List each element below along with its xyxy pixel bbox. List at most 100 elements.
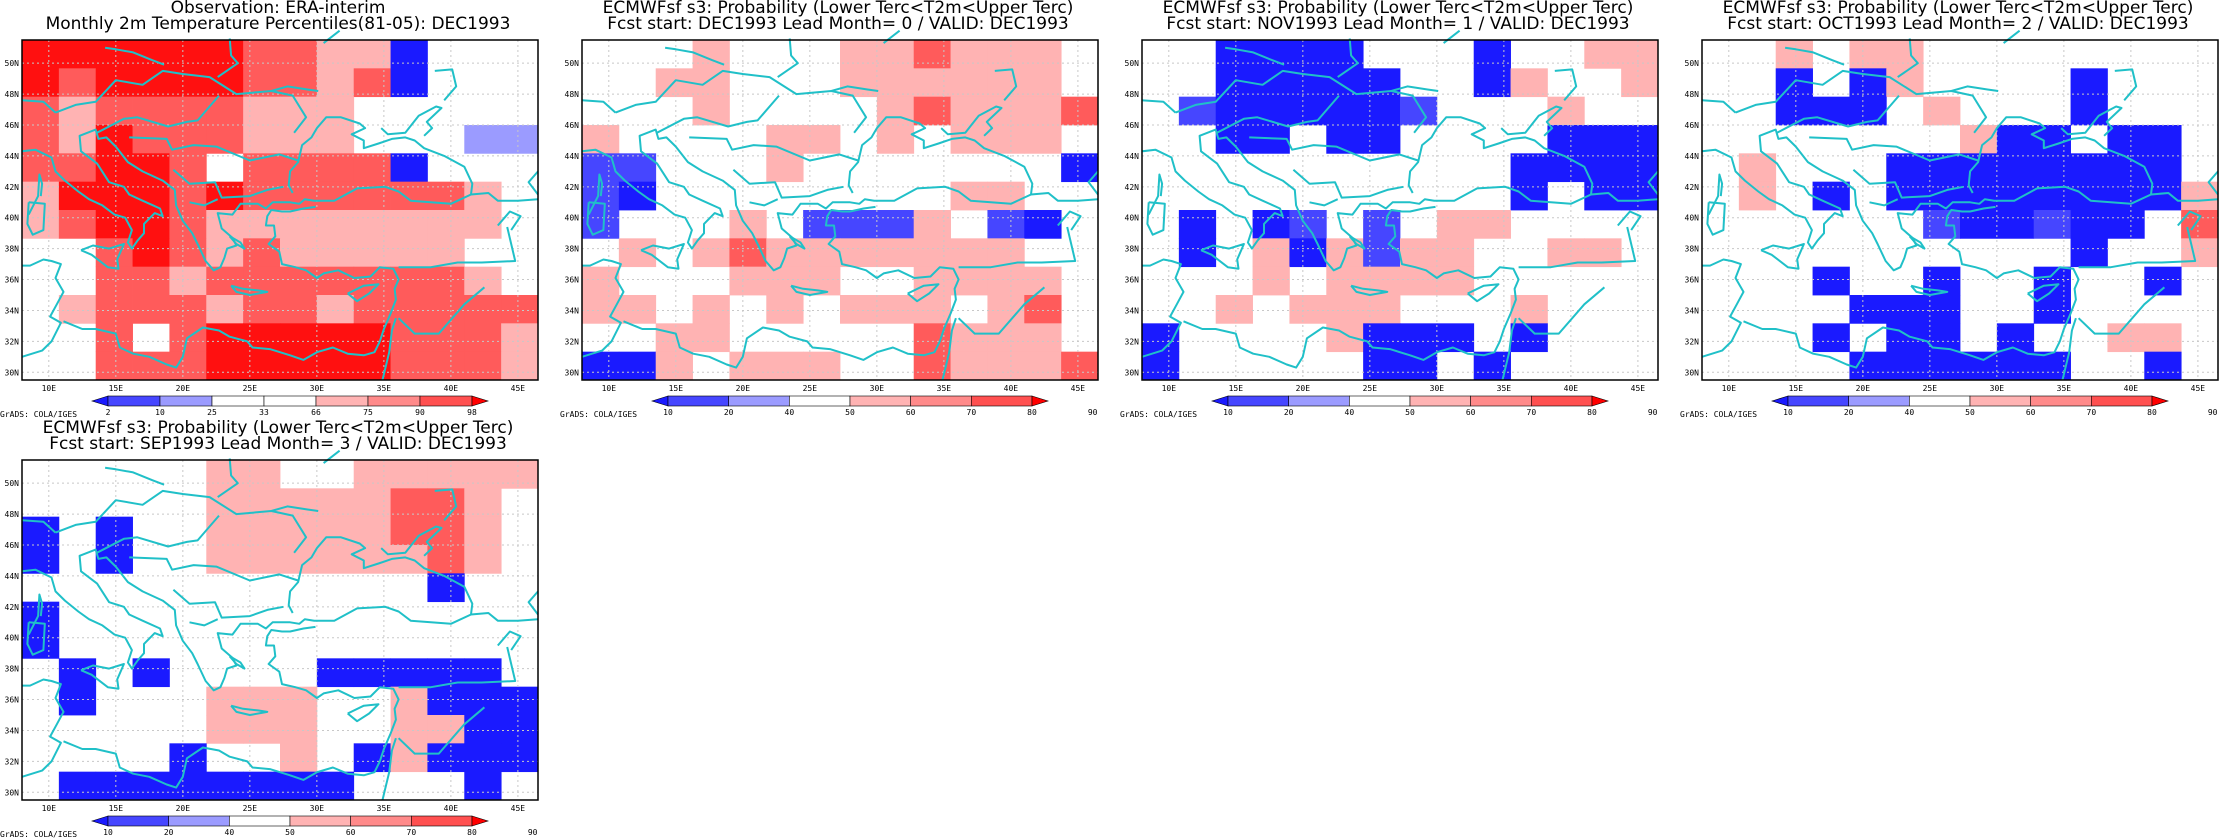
grid-cell: [1775, 40, 1813, 69]
grid-cell: [1738, 181, 1777, 211]
grid-cell: [913, 210, 951, 239]
colorbar-bin: [159, 395, 213, 407]
colorbar-bin: [263, 395, 317, 407]
grid-cell: [280, 210, 318, 239]
grid-cell: [427, 323, 465, 353]
coastlines: [1701, 29, 2219, 381]
colorbar-bin: [411, 815, 473, 827]
colorbar-tick-label: 66: [311, 408, 321, 417]
grid-cell: [2181, 238, 2219, 268]
coastline-path: [615, 69, 868, 134]
grid-cell: [95, 153, 133, 183]
coastline-path: [1350, 284, 1389, 296]
grid-cell: [950, 238, 988, 268]
lon-tick-label: 20E: [1856, 384, 1871, 393]
lon-tick-label: 35E: [937, 384, 952, 393]
lat-tick-label: 32N: [1685, 337, 1700, 346]
lat-tick-label: 42N: [1125, 183, 1140, 192]
grid-cell: [2070, 181, 2108, 211]
grid-cell: [390, 266, 428, 296]
grid-cell: [987, 295, 1025, 324]
grid-cell: [1326, 323, 1364, 353]
colorbar-bin: [849, 395, 911, 407]
grid-cell: [427, 460, 465, 489]
grid-cell: [427, 573, 465, 603]
lon-tick-label: 45E: [511, 384, 526, 393]
grid-cell: [243, 460, 281, 489]
coastline-path: [1518, 226, 1637, 269]
colorbar-tick-label: 90: [1648, 408, 1658, 417]
coastline-path: [623, 205, 960, 369]
coastline-path: [21, 258, 65, 358]
coastline-path: [1707, 173, 1724, 216]
grid-cell: [206, 96, 244, 126]
grid-cell: [1996, 153, 2035, 183]
grid-cell: [2107, 181, 2145, 211]
coastline-path: [96, 94, 220, 134]
grid-cell: [132, 771, 170, 801]
grid-cell: [464, 686, 502, 716]
grid-cell: [1363, 125, 1401, 154]
grid-cell: [950, 40, 988, 69]
grid-cell: [22, 545, 60, 574]
grid-cell: [132, 266, 170, 296]
coastline-path: [777, 38, 799, 78]
coastline-path: [994, 68, 1018, 101]
coastline-path: [957, 286, 1046, 335]
coastline-path: [129, 556, 299, 582]
grid-cell: [95, 516, 133, 546]
colorbar-bin: [1969, 395, 2031, 407]
colorbar-arrow-high: [471, 395, 490, 407]
grid-cell: [1547, 96, 1585, 126]
coastline-path: [1391, 85, 1439, 92]
coastline-path: [1442, 29, 1461, 44]
grid-cell: [1289, 40, 1327, 69]
lon-tick-label: 20E: [736, 384, 751, 393]
grid-cell: [913, 40, 951, 69]
colorbar-tick-label: 10: [1223, 408, 1233, 417]
grid-cell: [243, 40, 281, 69]
colorbar-bin: [289, 815, 351, 827]
coastline-path: [882, 29, 901, 44]
coastline-path: [230, 284, 269, 296]
coastline-path: [1292, 169, 1404, 199]
coastline-path: [21, 116, 474, 272]
grid-cell: [169, 771, 207, 801]
panel-subtitle: Fcst start: OCT1993 Lead Month= 2 / VALI…: [1727, 14, 2189, 34]
lat-tick-label: 36N: [565, 276, 580, 285]
colorbar-tick-label: 40: [225, 828, 235, 837]
coastline-path: [2150, 192, 2219, 202]
map-figure: 10E 15E 20E 25E 30E 35E 40E 45E 30N 32N 34N 36N 38N 4…: [565, 29, 1099, 417]
lat-tick-label: 46N: [1685, 121, 1700, 130]
grid-cell: [987, 96, 1025, 126]
lat-tick-label: 38N: [5, 665, 20, 674]
grid-cell: [95, 181, 133, 211]
map-frame: [21, 39, 539, 381]
grid-cell: [1252, 210, 1290, 239]
coastline-path: [1147, 173, 1164, 216]
colorbar-tick-label: 10: [1783, 408, 1793, 417]
lat-tick-label: 50N: [5, 479, 20, 488]
colorbar-tick-label: 90: [2208, 408, 2218, 417]
grid-cell: [501, 323, 539, 353]
lon-tick-label: 10E: [1162, 384, 1177, 393]
grid-cell: [353, 40, 391, 69]
grid-cell: [22, 125, 60, 154]
map-frame: [581, 39, 1099, 381]
lon-tick-label: 45E: [2191, 384, 2206, 393]
coastline-path: [228, 655, 246, 670]
grid-cell: [1584, 40, 1622, 69]
coastline-path: [228, 235, 246, 250]
grid-cell: [766, 125, 804, 154]
colorbar-arrow-high: [471, 815, 490, 827]
coastline-path: [581, 258, 625, 358]
grid-cell: [1621, 125, 1659, 154]
coastline-path: [1784, 46, 1845, 66]
coastline-path: [1701, 258, 1745, 358]
colorbar-tick-label: 10: [663, 408, 673, 417]
grid-cell: [427, 181, 465, 211]
grid-cell: [132, 658, 170, 688]
coastline-path: [1146, 201, 1166, 236]
coastline-path: [2078, 226, 2197, 269]
grid-cell: [206, 351, 244, 381]
